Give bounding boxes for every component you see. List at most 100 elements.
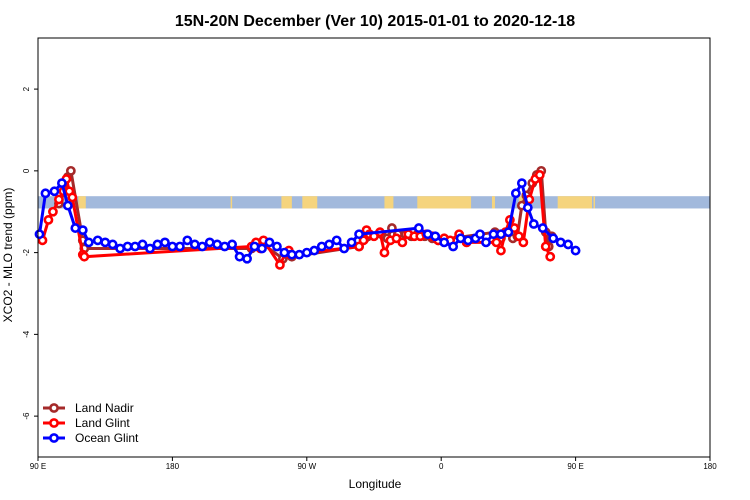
ocean-glint-point [563,239,574,250]
ocean-glint-point [92,235,103,246]
land-glint-point [518,237,529,248]
ocean-glint-point [100,237,111,248]
data-series [34,165,581,270]
ocean-glint-point [40,188,51,199]
ocean-glint-point [422,229,433,240]
plot-frame [37,37,711,458]
ocean-glint-point [510,188,521,199]
ocean-glint-point [83,237,94,248]
ocean-glint-point [204,237,215,248]
land-ocean-band [38,196,710,209]
land-glint-point [54,194,64,205]
y-axis: 2 0 -2 -4 -6 [22,86,38,420]
ocean-glint-point [115,243,126,254]
land-glint-point [79,251,90,262]
ocean-glint-point [107,239,118,250]
ocean-glint-point [481,237,491,248]
ocean-glint-point [257,243,267,254]
ocean-glint-point [488,229,499,240]
ocean-glint-point [286,249,297,260]
ocean-glint-point [249,241,260,252]
land-glint-point [545,251,556,262]
ocean-glint-point [516,178,527,189]
chart-title: 15N-20N December (Ver 10) 2015-01-01 to … [175,13,575,30]
ocean-glint-point [324,239,335,250]
y-tick-label: 0 [22,168,31,173]
land-glint-point [48,206,58,217]
land-segment [230,196,233,209]
land-segment [384,196,394,209]
land-glint-point [397,237,408,248]
ocean-glint-point [475,229,485,240]
y-axis-label: XCO2 - MLO trend (ppm) [1,188,15,323]
ocean-glint-point [496,229,506,240]
ocean-glint-point [242,253,252,264]
land-glint-point [275,259,285,270]
x-tick-label: 180 [166,462,180,471]
x-axis: 90 E 180 90 W 0 90 E 180 [30,457,717,471]
ocean-glint-point [152,239,163,250]
land-glint-point [43,215,54,225]
land-segment [491,196,495,209]
ocean-glint-point [167,241,178,252]
ocean-glint-point [34,229,45,240]
ocean-glint-point [448,241,459,252]
ocean-glint-point [272,241,282,252]
y-tick-label: -2 [22,249,31,257]
ocean-glint-point [137,239,148,250]
ocean-glint-point [430,231,441,242]
legend-marker-land-glint [49,418,59,428]
x-tick-label: 0 [439,462,444,471]
land-segment [281,196,292,209]
ocean-glint-point [555,237,566,248]
legend-label-ocean-glint: Ocean Glint [75,431,139,445]
land-glint-point [379,247,390,258]
ocean-glint-point [294,249,305,260]
ocean-glint-point [346,237,357,248]
x-tick-label: 90 W [297,462,316,471]
land-segment [593,196,596,209]
land-glint-point [67,192,78,203]
ocean-glint-point [70,223,81,233]
x-tick-label: 180 [703,462,717,471]
ocean-glint-point [548,233,559,244]
land-nadir-point [65,165,76,176]
ocean-glint-point [227,239,238,250]
ocean-glint-point [455,233,466,244]
ocean-glint-point [49,186,60,197]
land-glint-point [491,237,502,248]
ocean-glint-point [62,200,73,211]
ocean-glint-point [354,229,364,240]
ocean-glint-point [309,245,320,256]
ocean-glint-point [439,237,450,248]
land-glint-point [496,245,506,256]
ocean-glint-point [503,227,514,238]
ocean-glint-point [463,235,473,246]
land-glint-point [513,231,524,242]
ocean-glint-point [316,241,327,252]
ocean-glint-point [189,239,200,250]
land-glint-point [540,241,551,252]
ocean-glint-point [279,247,290,258]
ocean-glint-point [570,245,581,256]
ocean-glint-point [122,241,133,252]
y-tick-label: -4 [22,330,31,338]
ocean-glint-point [182,235,193,246]
x-axis-label: Longitude [349,477,402,491]
ocean-glint-point [197,241,208,252]
land-segment [557,196,593,209]
ocean-glint-point [301,247,312,258]
ocean-glint-point [77,225,88,236]
land-segment [302,196,318,209]
ocean-band [38,196,710,209]
legend-marker-land-nadir [49,403,59,413]
ocean-glint-point [160,237,170,248]
ocean-glint-point [528,219,539,229]
x-tick-label: 90 E [30,462,46,471]
ocean-glint-point [234,251,245,262]
ocean-glint-point [174,241,185,252]
y-tick-label: 2 [22,86,31,91]
legend-label-land-glint: Land Glint [75,416,130,430]
